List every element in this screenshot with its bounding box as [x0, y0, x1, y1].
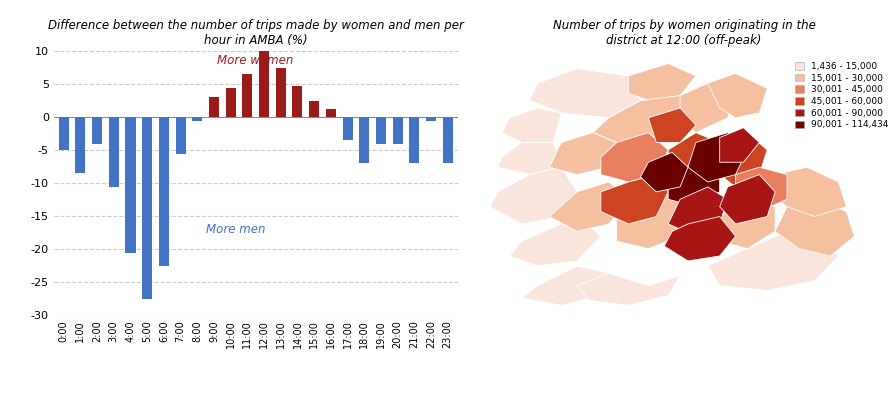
Bar [275, 68, 285, 117]
Polygon shape [592, 96, 687, 143]
Bar [292, 85, 302, 117]
Bar [392, 117, 402, 144]
Bar [208, 97, 219, 117]
Polygon shape [668, 133, 719, 182]
Polygon shape [719, 175, 774, 224]
Polygon shape [707, 199, 774, 249]
Polygon shape [774, 199, 854, 256]
Bar [125, 117, 135, 253]
Text: More women: More women [217, 54, 293, 67]
Legend: 1,436 - 15,000, 15,001 - 30,000, 30,001 - 45,000, 45,001 - 60,000, 60,001 - 90,0: 1,436 - 15,000, 15,001 - 30,000, 30,001 … [793, 61, 889, 130]
Bar [92, 117, 102, 144]
Bar [175, 117, 185, 154]
Bar [342, 117, 352, 140]
Polygon shape [549, 133, 616, 175]
Bar [426, 117, 435, 121]
Bar [358, 117, 369, 164]
Polygon shape [735, 167, 786, 212]
Polygon shape [766, 167, 846, 217]
Bar [308, 101, 319, 117]
Polygon shape [628, 63, 696, 100]
Bar [225, 87, 235, 117]
Bar [325, 109, 335, 117]
Polygon shape [497, 143, 561, 175]
Bar [109, 117, 119, 186]
Polygon shape [549, 182, 628, 231]
Polygon shape [719, 133, 766, 187]
Polygon shape [521, 266, 608, 305]
Polygon shape [502, 108, 561, 143]
Polygon shape [510, 217, 600, 266]
Bar [443, 117, 452, 164]
Polygon shape [719, 128, 758, 162]
Bar [59, 117, 69, 150]
Title: Number of trips by women originating in the
district at 12:00 (off-peak): Number of trips by women originating in … [552, 19, 814, 47]
Bar [142, 117, 152, 299]
Bar [192, 117, 202, 121]
Bar [375, 117, 385, 144]
Text: More men: More men [206, 223, 265, 236]
Bar [409, 117, 419, 164]
Polygon shape [640, 152, 687, 192]
Polygon shape [668, 162, 719, 206]
Polygon shape [707, 73, 766, 118]
Bar [75, 117, 85, 173]
Polygon shape [600, 175, 668, 224]
Polygon shape [707, 231, 838, 290]
Polygon shape [489, 167, 577, 224]
Polygon shape [663, 217, 735, 261]
Bar [242, 74, 252, 117]
Bar [258, 51, 269, 117]
Bar [159, 117, 169, 266]
Polygon shape [687, 133, 746, 182]
Polygon shape [529, 69, 640, 118]
Polygon shape [679, 83, 735, 133]
Polygon shape [577, 273, 679, 305]
Title: Difference between the number of trips made by women and men per
hour in AMBA (%: Difference between the number of trips m… [47, 19, 463, 47]
Polygon shape [668, 187, 727, 236]
Polygon shape [616, 192, 687, 249]
Polygon shape [600, 133, 668, 182]
Polygon shape [647, 108, 696, 143]
